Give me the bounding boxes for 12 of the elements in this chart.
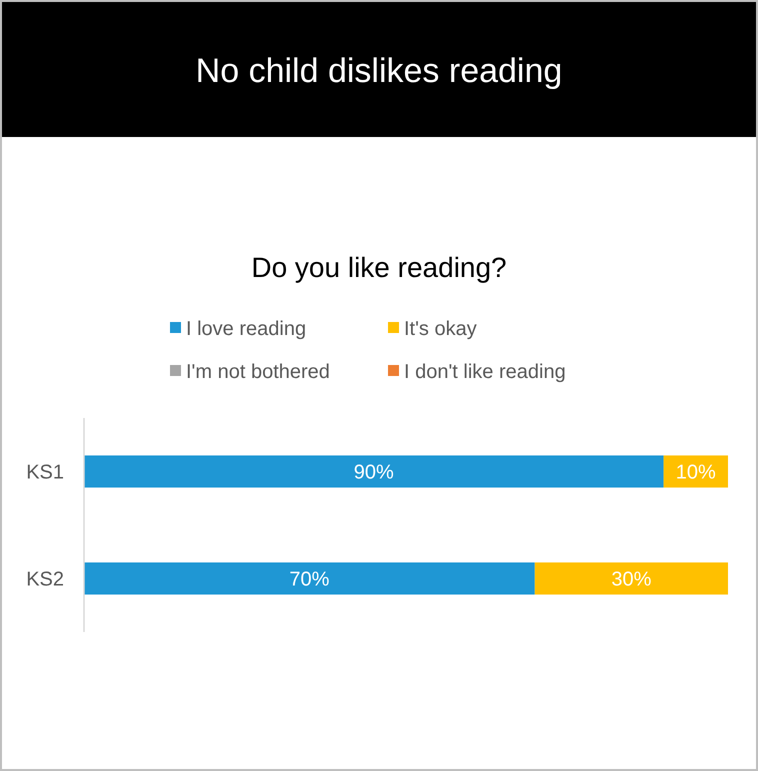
chart-title: No child dislikes reading xyxy=(196,52,562,90)
y-tick-label: KS2 xyxy=(26,568,64,590)
data-label: 30% xyxy=(611,568,652,590)
data-label: 10% xyxy=(676,462,716,484)
legend-label: I'm not bothered xyxy=(186,361,330,383)
legend-label: I love reading xyxy=(186,318,306,340)
chart-subtitle: Do you like reading? xyxy=(251,252,507,283)
legend-label: It's okay xyxy=(404,318,477,340)
legend-label: I don't like reading xyxy=(404,361,566,383)
y-tick-label: KS1 xyxy=(26,462,64,484)
data-label: 70% xyxy=(289,568,330,590)
data-label: 90% xyxy=(354,462,394,484)
